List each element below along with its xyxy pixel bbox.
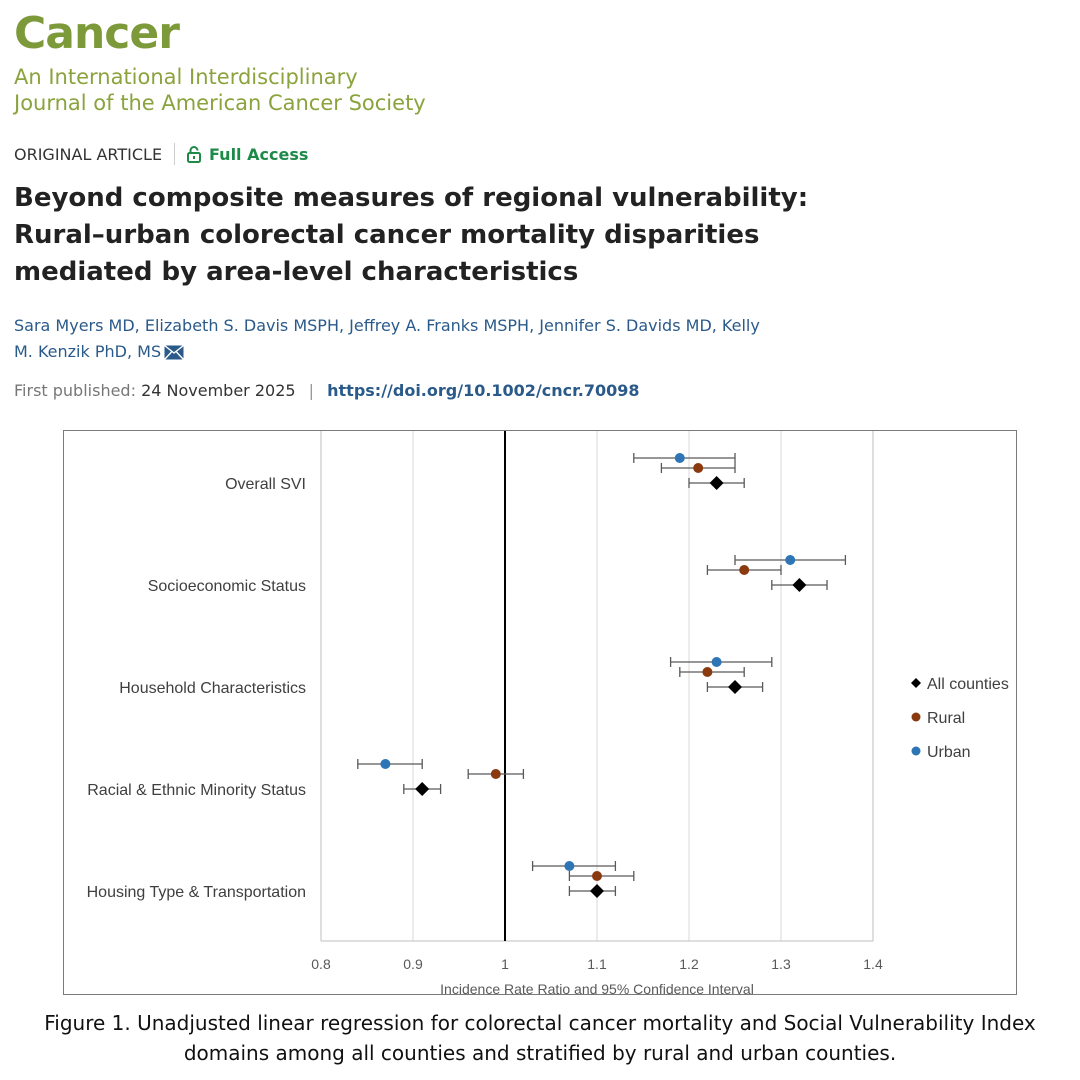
article-title: Beyond composite measures of regional vu… [14,183,809,287]
category-label: Overall SVI [225,476,306,493]
category-label: Household Characteristics [119,680,306,697]
article-type: ORIGINAL ARTICLE [14,144,163,164]
access-badge: Full Access [187,145,308,164]
point-all-counties [590,884,604,898]
category-label: Racial & Ethnic Minority Status [87,782,306,799]
published-label: First published: [14,381,136,400]
point-rural [490,769,501,779]
published-date: 24 November 2025 [141,381,296,400]
publication-row: First published: 24 November 2025 | http… [14,381,640,400]
legend-marker [911,746,921,756]
meta-divider [174,143,176,165]
published-separator: | [308,381,315,400]
category-label: Socioeconomic Status [148,578,306,595]
author-links[interactable]: Sara Myers MD, Elizabeth S. Davis MSPH, … [14,316,760,361]
unlocked-padlock-icon [187,145,202,163]
x-tick-label: 0.8 [311,956,331,972]
x-tick-label: 1.2 [679,956,699,972]
article-meta-row: ORIGINAL ARTICLE Full Access [14,143,308,165]
legend-marker [911,678,921,688]
journal-subtitle-line2: Journal of the American Cancer Society [14,91,426,115]
point-all-counties [709,476,724,490]
point-urban [674,453,685,463]
author-list: Sara Myers MD, Elizabeth S. Davis MSPH, … [14,313,774,365]
legend-label: All counties [927,676,1009,693]
point-urban [564,861,575,871]
point-all-counties [792,578,807,592]
point-urban [785,555,796,565]
point-rural [693,463,704,473]
legend-label: Urban [927,744,971,761]
point-rural [592,871,602,881]
x-axis-label: Incidence Rate Ratio and 95% Confidence … [440,981,754,996]
x-tick-label: 1.1 [587,956,607,972]
point-all-counties [415,782,430,796]
legend-marker [911,712,921,722]
forest-plot: 0.8 0.9 1 1.1 1.2 1.3 1.4 Incidence Rate Ratio … [87,431,1009,996]
doi-link[interactable]: https://doi.org/10.1002/cncr.70098 [327,381,640,400]
figure-caption: Figure 1. Unadjusted linear regression f… [44,1011,1036,1065]
point-rural [702,667,713,677]
envelope-icon[interactable] [164,345,185,360]
journal-subtitle: An International Interdisciplinary Journ… [14,64,426,116]
journal-name: Cancer [14,8,180,59]
point-urban [380,759,391,769]
point-all-counties [728,680,742,694]
figure-panel: 0.8 0.9 1 1.1 1.2 1.3 1.4 Incidence Rate Ratio … [63,430,1017,996]
legend-label: Rural [927,710,965,727]
category-label: Housing Type & Transportation [87,884,306,901]
point-rural [739,565,750,575]
x-tick-label: 0.9 [403,956,423,972]
x-tick-label: 1.3 [771,956,791,972]
x-tick-label: 1.4 [863,956,883,972]
access-label: Full Access [209,144,309,164]
point-urban [711,657,722,667]
journal-subtitle-line1: An International Interdisciplinary [14,65,358,89]
x-tick-label: 1 [501,956,509,972]
